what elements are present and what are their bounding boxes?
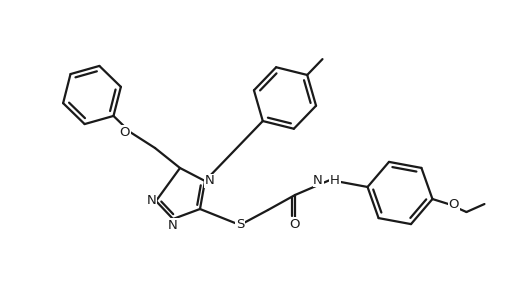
Text: N: N — [205, 175, 215, 187]
Text: N: N — [168, 219, 178, 232]
Text: H: H — [330, 173, 340, 187]
Text: O: O — [119, 125, 130, 139]
Text: N: N — [146, 194, 156, 207]
Text: O: O — [449, 198, 459, 210]
Text: N: N — [313, 173, 323, 187]
Text: S: S — [236, 219, 244, 232]
Text: O: O — [290, 218, 300, 231]
